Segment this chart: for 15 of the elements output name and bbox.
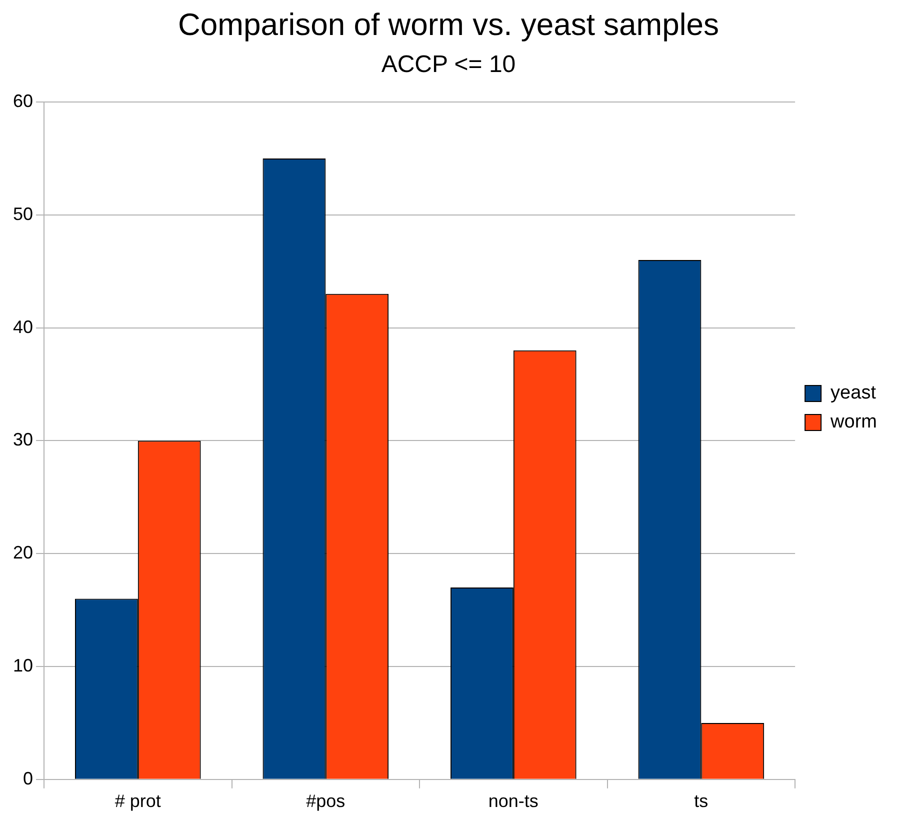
y-tick-label: 0	[23, 768, 34, 788]
y-tick-label: 20	[12, 542, 34, 563]
y-tick-label: 40	[12, 316, 34, 337]
x-tick-label: ts	[694, 791, 708, 812]
chart-title: Comparison of worm vs. yeast samples	[178, 7, 719, 42]
y-tick-label: 50	[12, 204, 34, 224]
x-tick-label: #pos	[306, 791, 346, 812]
x-tick-label: # prot	[114, 791, 161, 812]
y-tick-label: 30	[12, 430, 34, 450]
legend-label: yeast	[830, 382, 877, 404]
legend-label: worm	[830, 412, 878, 433]
chart-subtitle: ACCP <= 10	[381, 51, 516, 78]
y-tick-label: 60	[12, 90, 34, 111]
y-tick-label: 10	[12, 655, 34, 676]
x-tick-label: non-ts	[488, 791, 538, 812]
